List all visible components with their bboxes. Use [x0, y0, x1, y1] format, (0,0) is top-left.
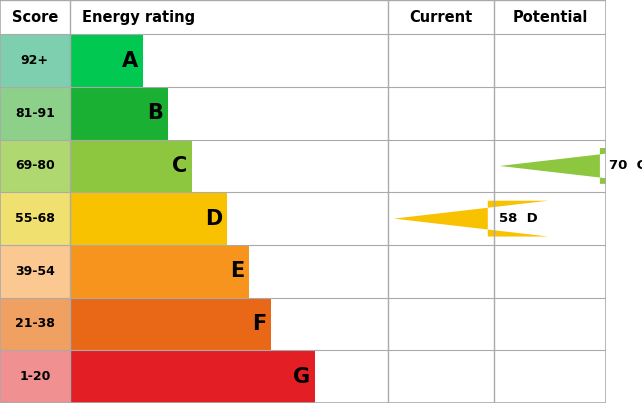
Bar — [0, 139, 70, 192]
Text: 39-54: 39-54 — [15, 265, 55, 278]
Bar — [0, 192, 70, 245]
Text: Potential: Potential — [512, 10, 587, 25]
Bar — [0, 245, 70, 298]
Text: 69-80: 69-80 — [15, 160, 55, 172]
Text: 81-91: 81-91 — [15, 107, 55, 120]
Polygon shape — [500, 148, 642, 184]
Polygon shape — [394, 201, 548, 237]
Bar — [0, 350, 70, 403]
Text: 21-38: 21-38 — [15, 318, 55, 330]
Text: G: G — [293, 367, 310, 386]
Bar — [0, 87, 70, 139]
Text: Score: Score — [12, 10, 58, 25]
Text: 58  D: 58 D — [499, 212, 537, 225]
Text: 92+: 92+ — [21, 54, 49, 67]
Text: 1-20: 1-20 — [19, 370, 51, 383]
Text: 55-68: 55-68 — [15, 212, 55, 225]
Bar — [70, 350, 315, 403]
Text: E: E — [230, 261, 244, 281]
Text: Energy rating: Energy rating — [82, 10, 195, 25]
Bar — [70, 298, 271, 350]
Bar — [70, 34, 143, 87]
Bar — [70, 192, 227, 245]
Text: A: A — [123, 51, 139, 71]
Bar — [70, 245, 249, 298]
Bar — [70, 87, 168, 139]
Text: 70  C: 70 C — [609, 160, 642, 172]
Text: B: B — [147, 103, 163, 123]
Text: Current: Current — [409, 10, 473, 25]
Text: C: C — [172, 156, 187, 176]
Text: D: D — [205, 209, 222, 229]
Bar — [70, 139, 193, 192]
Text: F: F — [252, 314, 266, 334]
Bar — [0, 298, 70, 350]
Bar — [0, 34, 70, 87]
